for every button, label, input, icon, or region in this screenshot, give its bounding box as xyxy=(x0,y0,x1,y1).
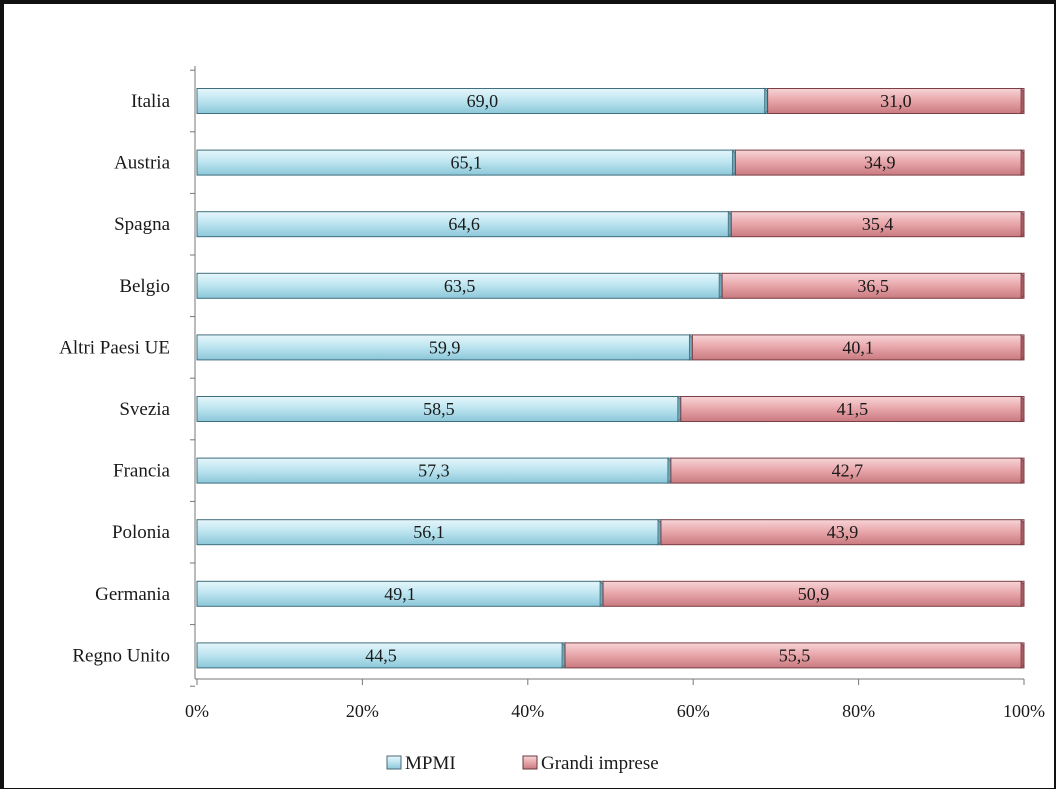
data-label: 43,9 xyxy=(827,522,859,542)
bar-bevel xyxy=(1020,87,1025,115)
bar-segment-grandi-imprese xyxy=(670,457,1025,484)
category-label: Regno Unito xyxy=(72,645,170,666)
bar-segment-grandi-imprese xyxy=(730,211,1025,238)
bar-bevel xyxy=(1020,333,1025,361)
data-label: 49,1 xyxy=(384,584,416,604)
bars-layer xyxy=(196,87,1025,669)
data-label: 65,1 xyxy=(450,153,482,173)
bar-segment-grandi-imprese xyxy=(691,334,1025,361)
bar-bevel xyxy=(1020,149,1025,177)
category-label: Austria xyxy=(114,153,171,174)
data-label: 50,9 xyxy=(798,584,830,604)
bar-segment-mpmi xyxy=(196,211,732,238)
category-label: Altri Paesi UE xyxy=(59,337,170,358)
data-label: 31,0 xyxy=(880,91,912,111)
x-tick-label: 100% xyxy=(1003,701,1045,721)
stacked-bar-chart: 0% 20% 40% 60% 80% 100% Italia Austria Spagna Bel… xyxy=(59,66,1045,774)
data-label: 36,5 xyxy=(857,276,889,296)
legend-swatch-grandi-imprese xyxy=(522,755,538,770)
bar-segment-mpmi xyxy=(196,457,672,484)
data-label: 34,9 xyxy=(864,153,896,173)
bar-segment-mpmi xyxy=(196,149,736,176)
bar-segment-grandi-imprese xyxy=(660,519,1025,546)
data-label: 35,4 xyxy=(862,214,894,234)
bar-bevel xyxy=(1020,210,1025,238)
bar-segment-mpmi xyxy=(196,519,662,546)
bar-segment-mpmi xyxy=(196,272,723,299)
legend-swatch-mpmi xyxy=(386,755,402,770)
bar-segment-mpmi xyxy=(196,642,566,669)
bar-segment-mpmi xyxy=(196,396,682,422)
data-label: 57,3 xyxy=(418,461,450,481)
bar-bevel xyxy=(1020,272,1025,300)
data-label: 69,0 xyxy=(467,91,499,111)
legend-label-mpmi: MPMI xyxy=(405,753,456,774)
bar-segment-grandi-imprese xyxy=(734,149,1025,176)
bar-segment-mpmi xyxy=(196,88,769,114)
x-tick-label: 20% xyxy=(346,701,379,721)
category-label: Italia xyxy=(131,91,171,112)
bar-segment-grandi-imprese xyxy=(680,396,1025,422)
bar-bevel xyxy=(1020,518,1025,546)
bar-bevel xyxy=(1020,641,1025,669)
bar-bevel xyxy=(1020,395,1025,423)
data-label: 56,1 xyxy=(413,522,445,542)
bar-segment-mpmi xyxy=(196,580,604,607)
data-label: 59,9 xyxy=(429,337,461,357)
data-label: 42,7 xyxy=(832,461,864,481)
x-tick-label: 0% xyxy=(185,701,209,721)
category-label: Svezia xyxy=(119,399,170,420)
axis-layer: 0% 20% 40% 60% 80% 100% Italia Austria Spagna Bel… xyxy=(59,66,1045,721)
x-tick-label: 80% xyxy=(842,701,875,721)
category-label: Polonia xyxy=(112,522,171,543)
x-tick-label: 40% xyxy=(511,701,544,721)
bar-segment-grandi-imprese xyxy=(602,580,1025,607)
data-label: 55,5 xyxy=(779,645,811,665)
bar-segment-mpmi xyxy=(196,334,693,361)
labels-layer: 69,0 31,0 65,1 34,9 64,6 35,4 63,5 36,5 59,9 40,1… xyxy=(365,91,911,665)
category-label: Francia xyxy=(113,461,171,482)
category-label: Spagna xyxy=(114,214,171,235)
data-label: 44,5 xyxy=(365,645,397,665)
bar-bevel xyxy=(1020,580,1025,608)
legend: MPMI Grandi imprese xyxy=(386,753,659,774)
data-label: 40,1 xyxy=(842,337,874,357)
data-label: 41,5 xyxy=(837,399,869,419)
data-label: 64,6 xyxy=(448,214,480,234)
bar-bevel xyxy=(1020,457,1025,485)
data-label: 63,5 xyxy=(444,276,476,296)
x-tick-label: 60% xyxy=(677,701,710,721)
data-label: 58,5 xyxy=(423,399,455,419)
category-label: Belgio xyxy=(119,276,170,297)
bar-segment-grandi-imprese xyxy=(721,272,1025,299)
category-label: Germania xyxy=(95,584,170,605)
legend-label-grandi-imprese: Grandi imprese xyxy=(541,753,659,774)
